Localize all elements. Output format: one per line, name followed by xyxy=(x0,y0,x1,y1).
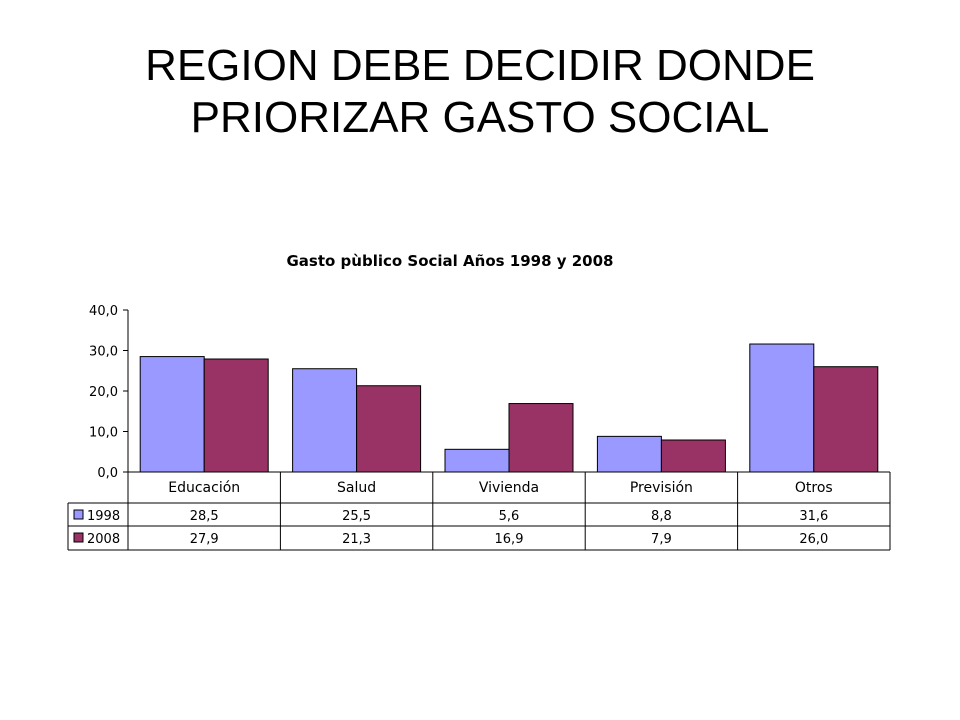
data-value-1998: 31,6 xyxy=(799,509,828,524)
y-axis: 0,0 10,0 20,0 30,0 40,0 xyxy=(89,304,129,481)
y-tick-label: 40,0 xyxy=(89,304,118,319)
data-value-1998: 5,6 xyxy=(499,509,520,524)
bar-2008-2 xyxy=(508,403,574,473)
bar-1998-0 xyxy=(139,356,205,473)
data-value-2008: 26,0 xyxy=(799,532,828,547)
bar-1998-1 xyxy=(292,368,358,473)
x-category-label: Previsión xyxy=(630,480,693,496)
data-value-2008: 16,9 xyxy=(495,532,524,547)
legend-swatch-2008 xyxy=(73,532,84,543)
bar-2008-4 xyxy=(813,366,879,473)
legend-swatch-1998 xyxy=(73,509,84,520)
data-value-1998: 28,5 xyxy=(190,509,219,524)
slide-title: REGION DEBE DECIDIR DONDE PRIORIZAR GAST… xyxy=(0,40,960,144)
slide-title-line-2: PRIORIZAR GASTO SOCIAL xyxy=(190,93,770,142)
x-category-label: Educación xyxy=(168,480,240,496)
y-tick-label: 10,0 xyxy=(89,426,118,441)
legend-label-1998: 1998 xyxy=(87,509,120,524)
legend-label-2008: 2008 xyxy=(87,532,120,547)
x-category-label: Salud xyxy=(337,480,376,496)
bar-2008-3 xyxy=(660,439,726,473)
y-tick-label: 30,0 xyxy=(89,345,118,360)
y-tick-label: 0,0 xyxy=(97,466,118,481)
chart-title: Gasto pùblico Social Años 1998 y 2008 xyxy=(286,252,613,270)
bar-1998-3 xyxy=(596,435,662,473)
data-table: Educación Salud Vivienda Previsión Otros 1998… xyxy=(67,471,891,551)
slide-title-line-1: REGION DEBE DECIDIR DONDE xyxy=(145,41,815,90)
bar-2008-1 xyxy=(356,385,422,473)
y-tick-label: 20,0 xyxy=(89,385,118,400)
x-category-label: Otros xyxy=(795,480,833,496)
bar-1998-4 xyxy=(749,343,815,473)
data-value-2008: 7,9 xyxy=(651,532,672,547)
bar-2008-0 xyxy=(203,358,269,473)
bars xyxy=(139,343,879,473)
bar-1998-2 xyxy=(444,448,510,473)
data-value-2008: 21,3 xyxy=(342,532,371,547)
x-category-label: Vivienda xyxy=(479,480,539,496)
data-value-1998: 8,8 xyxy=(651,509,672,524)
data-value-2008: 27,9 xyxy=(190,532,219,547)
data-value-1998: 25,5 xyxy=(342,509,371,524)
